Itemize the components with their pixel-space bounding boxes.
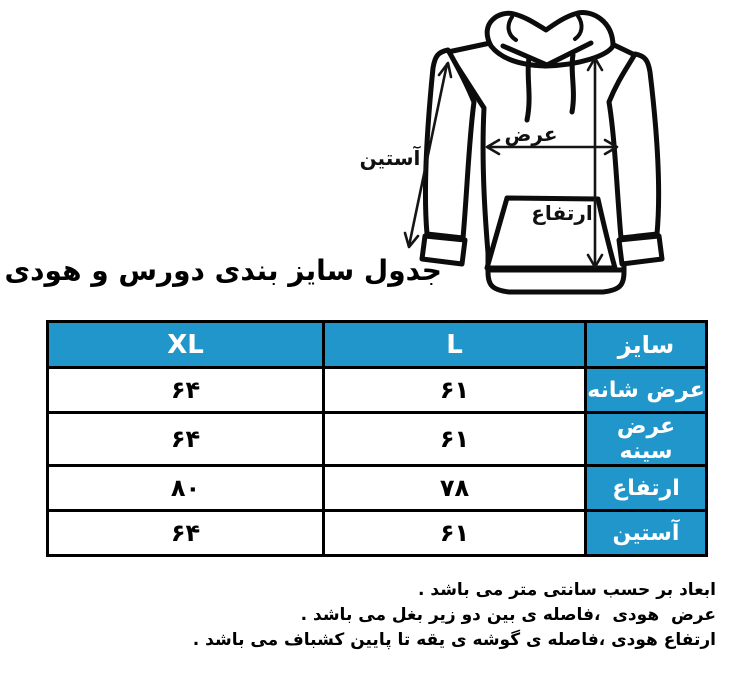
diagram-label-height: ارتفاع xyxy=(531,201,592,225)
header-cell-size: سایز xyxy=(584,320,708,369)
table-row: عرض شانه ۶۱ ۶۴ xyxy=(46,366,708,414)
cell-chest-width-xl: ۶۴ xyxy=(46,411,325,467)
cell-shoulder-width-l: ۶۱ xyxy=(322,366,587,414)
footer-notes: ابعاد بر حسب سانتی متر می باشد . عرض هود… xyxy=(193,578,716,653)
row-label-chest-width: عرض سینه xyxy=(584,411,708,467)
hood-inner-fold-left xyxy=(506,15,518,42)
row-label-shoulder-width: عرض شانه xyxy=(584,366,708,414)
page-title: جدول سایز بندی دورس و هودی xyxy=(4,254,443,287)
drawstring-right xyxy=(569,52,576,115)
header-cell-xl: XL xyxy=(46,320,325,369)
note-width-definition: عرض هودی ،فاصله ی بین دو زیر بغل می باشد… xyxy=(300,605,716,625)
table-row: عرض سینه ۶۱ ۶۴ xyxy=(46,411,708,467)
table-row: آستین ۶۱ ۶۴ xyxy=(46,509,708,557)
hoodie-size-diagram: عرض ارتفاع آستین xyxy=(360,10,665,295)
drawstring-left xyxy=(524,55,532,123)
cell-shoulder-width-xl: ۶۴ xyxy=(46,366,325,414)
hood-v-neck-left xyxy=(500,43,550,68)
hoodie-right-cuff xyxy=(616,233,665,267)
hood-inner-fold-right xyxy=(573,14,584,41)
row-label-sleeve: آستین xyxy=(584,509,708,557)
table-header-row: سایز L XL xyxy=(46,320,708,369)
hoodie-left-cuff xyxy=(419,233,468,267)
size-table: سایز L XL عرض شانه ۶۱ ۶۴ عرض سینه ۶۱ ۶۴ … xyxy=(46,320,708,557)
cell-chest-width-l: ۶۱ xyxy=(322,411,587,467)
row-label-height: ارتفاع xyxy=(584,464,708,512)
sleeve-measure-arrow-icon xyxy=(403,61,453,249)
height-measure-arrow-icon xyxy=(586,56,604,269)
cell-sleeve-xl: ۶۴ xyxy=(46,509,325,557)
hood-v-neck-right xyxy=(542,40,594,69)
cell-height-xl: ۸۰ xyxy=(46,464,325,512)
note-units: ابعاد بر حسب سانتی متر می باشد . xyxy=(418,580,716,600)
table-row: ارتفاع ۷۸ ۸۰ xyxy=(46,464,708,512)
header-cell-l: L xyxy=(322,320,587,369)
note-height-definition: ارتفاع هودی ،فاصله ی گوشه ی یقه تا پایین… xyxy=(192,630,716,650)
diagram-label-sleeve: آستین xyxy=(360,145,422,170)
cell-sleeve-l: ۶۱ xyxy=(322,509,587,557)
cell-height-l: ۷۸ xyxy=(322,464,587,512)
diagram-label-width: عرض xyxy=(504,122,557,146)
